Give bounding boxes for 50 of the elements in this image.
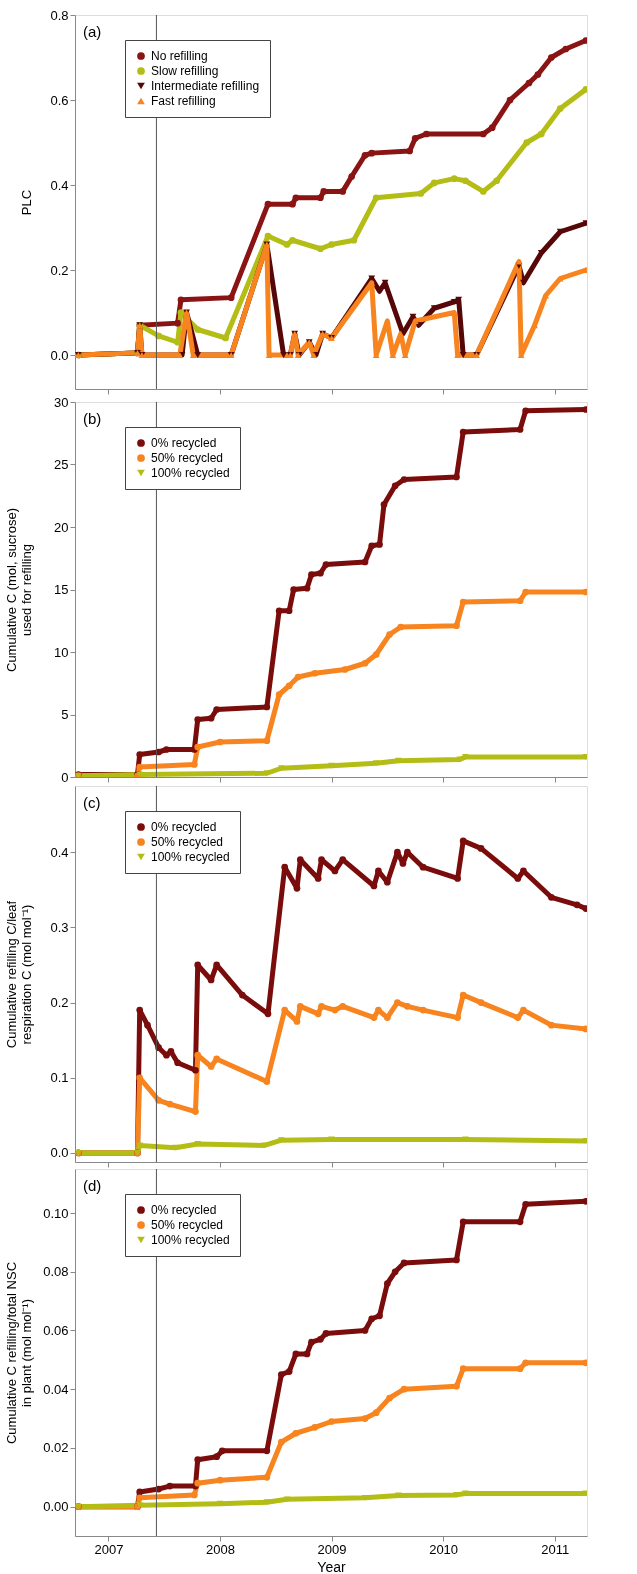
x-tick-label: 2011 [541, 1541, 570, 1557]
y-tick-label: 0.1 [50, 1070, 69, 1086]
y-tick-label: 0.04 [43, 1381, 69, 1397]
x-tick-label: 2009 [317, 1541, 347, 1557]
x-tick-label: 2010 [429, 1541, 459, 1557]
y-tick-label: 0.10 [43, 1205, 69, 1221]
y-tick-label: 0.06 [43, 1322, 69, 1338]
y-tick-label: 0.3 [50, 919, 69, 935]
y-tick-label: 15 [54, 582, 69, 597]
y-tick-label: 0.4 [50, 177, 69, 193]
y-tick-label: 0.6 [50, 92, 69, 108]
legend-label: Fast refilling [151, 94, 216, 108]
y-axis-title: PLC [18, 189, 34, 216]
legend-label: 100% recycled [151, 850, 230, 864]
legend-label: 50% recycled [151, 835, 224, 849]
y-tick-label: 0.2 [50, 995, 69, 1011]
y-tick-label: 0.0 [50, 347, 69, 363]
legend-label: 50% recycled [151, 451, 224, 465]
y-axis-title: Cumulative C (mol, sucrose) used for refilling [3, 508, 34, 672]
y-tick-label: 0.0 [50, 1145, 69, 1161]
annotation: (d) [83, 1177, 102, 1194]
y-tick-label: 20 [54, 519, 69, 535]
y-axis-title: Cumulative C refilling/total NSC in plant (mol mol⁻¹) [3, 1261, 34, 1445]
y-tick-label: 0.08 [43, 1264, 69, 1280]
legend-label: 100% recycled [151, 466, 230, 480]
y-tick-label: 0.2 [50, 262, 69, 278]
legend-label: 0% recycled [151, 820, 217, 834]
y-tick-label: 0.4 [50, 844, 69, 860]
y-tick-label: 5 [61, 707, 69, 722]
x-tick-label: 2007 [94, 1541, 124, 1557]
legend-label: 50% recycled [151, 1218, 224, 1232]
annotation: (c) [83, 794, 101, 811]
y-tick-label: 0.8 [50, 7, 69, 23]
y-tick-label: 0 [61, 769, 69, 785]
legend-label: Intermediate refilling [151, 79, 260, 93]
x-axis-title: Year [317, 1558, 346, 1574]
x-tick-label: 2008 [206, 1541, 235, 1557]
legend-label: No refilling [151, 49, 208, 63]
y-tick-label: 25 [54, 457, 69, 472]
legend-label: 0% recycled [151, 1203, 217, 1217]
y-tick-label: 0.02 [43, 1440, 69, 1456]
y-tick-label: 10 [54, 644, 69, 660]
legend-label: 100% recycled [151, 1233, 230, 1247]
annotation: (b) [83, 410, 102, 427]
legend-label: Slow refilling [151, 64, 219, 78]
y-tick-label: 30 [54, 394, 69, 410]
y-tick-label: 0.00 [43, 1499, 69, 1515]
annotation: (a) [83, 23, 102, 40]
y-axis-title: Cumulative refilling C/leaf respiration C (mol mol⁻¹) [3, 900, 34, 1049]
legend-label: 0% recycled [151, 436, 217, 450]
